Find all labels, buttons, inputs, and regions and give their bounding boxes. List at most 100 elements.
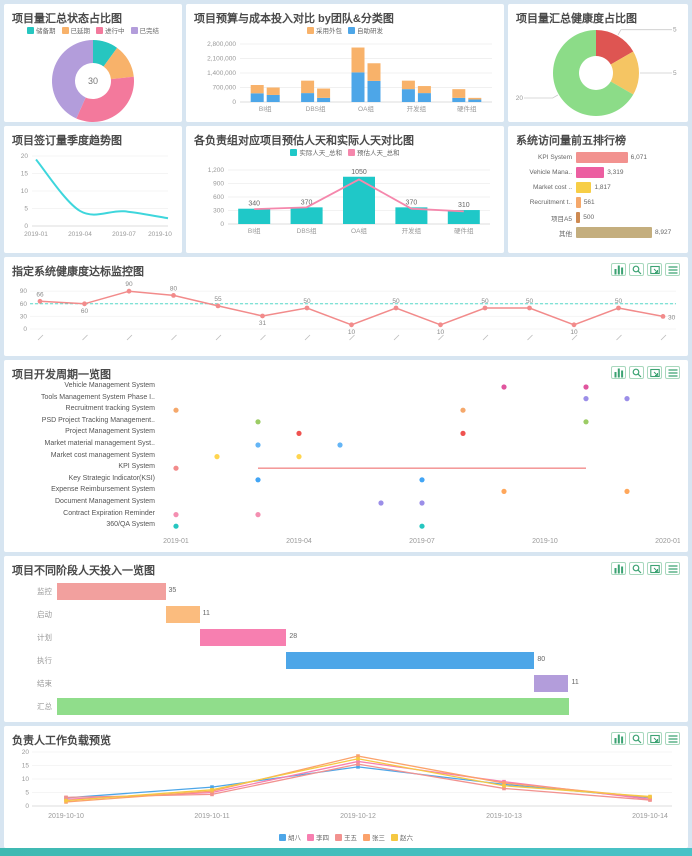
data-zoom-button[interactable] [629,562,644,575]
data-zoom-button[interactable] [629,366,644,379]
data-view-icon [668,368,677,377]
restore-button[interactable] [647,562,662,575]
axis-label: 20 [22,749,30,756]
project-label: Expense Reimbursement System [51,486,155,494]
scatter-point [460,430,466,436]
bar [290,207,323,224]
legend-swatch [348,148,355,156]
category-label: 硬件组 [454,226,474,235]
project-label: Contract Expiration Reminder [63,509,155,517]
legend-label: 采用外包 [316,28,342,35]
restore-button[interactable] [647,263,662,276]
magic-type-button[interactable] [611,732,626,745]
x-tick-mark [126,334,133,341]
cycle-wrap: Vehicle Management System Tools Managemen… [12,380,680,547]
axis-label: 1,200 [208,167,225,174]
category-label: 开发组 [402,226,422,235]
line-marker [648,798,652,802]
rank-row: Vehicle Mana.. 3,319 [516,165,680,180]
legend-item[interactable]: 已延期 [61,25,90,35]
restore-icon [649,564,660,573]
data-view-button[interactable] [665,732,680,745]
legend-swatch [290,148,298,156]
restore-icon [649,734,660,743]
x-tick-mark [438,334,444,341]
x-tick-label: 2019-10-13 [486,813,522,820]
legend-item[interactable]: 张三 [363,832,385,842]
restore-button[interactable] [647,366,662,379]
legend-label: 已完结 [139,28,160,35]
magic-type-button[interactable] [611,562,626,575]
stacked-bar-segment [351,72,365,102]
legend-item[interactable]: 储备期 [27,25,56,35]
legend-item[interactable]: 已完结 [130,25,160,35]
project-label: 360/QA System [106,521,155,529]
data-view-icon [668,734,677,743]
panel-budget-bars: 项目预算与成本投入对比 by团队&分类图 采用外包 自助研发 0 700,000 1,4… [186,4,504,122]
phase-mandays-chart: 监控 35 启动 11 计划 28 执行 80 结束 11 汇总 [12,576,680,718]
point-value-label: 50 [303,298,311,305]
x-tick-label: 2019-10-12 [340,813,376,820]
data-view-button[interactable] [665,562,680,575]
workload-chart: 0 5 10 15 20 2019-10-10 2019-10-11 2019-10-12 20… [12,746,680,843]
status-pie-chart: 储备期 已延期 进行中 已完结 30 [12,24,174,122]
legend-item[interactable]: 实际人天_总和 [290,147,342,157]
legend-item[interactable]: 胡八 [279,832,301,842]
rank-value: 500 [583,214,595,221]
point-value-label: 50 [615,298,623,305]
axis-label: 0 [25,803,29,810]
legend-item[interactable]: 自助研发 [348,25,383,35]
legend-item[interactable]: 进行中 [96,25,125,35]
line-marker [356,765,360,769]
data-point [571,322,577,328]
line-marker [210,792,214,797]
phase-bar [57,698,569,715]
project-label: KPI System [118,463,155,471]
bar-chart-icon [614,368,623,377]
magic-type-button[interactable] [611,366,626,379]
stacked-bar-segment [401,80,415,90]
pie-slice [76,76,134,122]
dashboard-row-5: 项目不同阶段人天投入一览图 监控 35 启动 11 计划 28 执行 80 结束 11 汇总 [4,556,688,722]
legend-item[interactable]: 采用外包 [307,25,342,35]
panel-header: 指定系统健康度达标监控图 [12,263,680,278]
stacked-bar-segment [250,85,264,94]
bar-value-label: 310 [458,202,470,209]
legend-item[interactable]: 王五 [335,832,357,842]
phase-bar [57,583,166,600]
data-point [82,301,87,307]
scatter-point [624,488,630,494]
stacked-bar-segment [452,89,466,98]
stacked-bar-segment [266,94,280,102]
stacked-bar-segment [401,89,415,102]
data-point [215,303,221,309]
data-zoom-button[interactable] [629,732,644,745]
callout-label: 20 [516,95,523,102]
scatter-point [501,488,507,494]
health-monitor-chart: 0 30 60 90 66 60 90 80 55 31 50 10 50 10 50 50 10 50 30 [12,277,680,356]
phase-value: 28 [289,633,298,640]
legend-item[interactable]: 预估人天_总和 [348,147,400,157]
data-zoom-button[interactable] [629,263,644,276]
legend-item[interactable]: 李四 [307,832,329,842]
rank-row: 项目A5 500 [516,210,680,225]
pie-slice [103,47,134,80]
data-view-button[interactable] [665,263,680,276]
stacked-bar-segment [417,86,431,94]
estimate-line [254,178,464,213]
data-point [438,322,443,328]
scatter-point [583,419,589,425]
axis-label: 0 [24,223,28,230]
scatter-point [337,442,343,448]
donut-svg: 30 [52,40,134,122]
phase-row: 启动 11 [12,603,680,626]
rank-label: 其他 [559,230,572,238]
data-view-button[interactable] [665,366,680,379]
restore-button[interactable] [647,732,662,745]
project-label: Market cost management System [50,451,155,459]
magic-type-button[interactable] [611,263,626,276]
legend-swatch [307,26,314,34]
axis-label: 2,800,000 [207,41,236,48]
project-label: Tools Management System Phase I.. [41,393,155,401]
legend-item[interactable]: 赵六 [391,832,413,842]
